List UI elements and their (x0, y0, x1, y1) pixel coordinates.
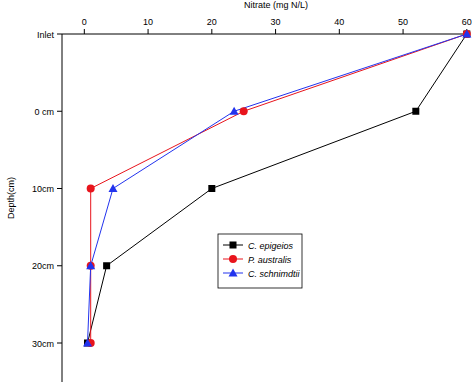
data-point (462, 30, 471, 38)
legend-marker (229, 269, 238, 277)
legend-label: P. australis (248, 255, 292, 265)
y-tick (57, 265, 62, 266)
x-tick (148, 29, 149, 34)
legend-box (218, 234, 302, 288)
y-tick-label: 0 cm (34, 107, 54, 117)
y-axis-title: Depth(cm) (6, 177, 16, 219)
y-tick-label: Inlet (37, 30, 55, 40)
x-tick (275, 29, 276, 34)
y-tick-label: 30cm (32, 339, 54, 349)
series-line (91, 34, 467, 343)
x-tick-label: 40 (334, 17, 344, 27)
legend: C. epigeios P. australis C. schnimdtii (218, 234, 302, 288)
data-point (463, 31, 470, 38)
series-line (88, 34, 467, 343)
x-tick (403, 29, 404, 34)
x-tick (84, 29, 85, 34)
y-tick (57, 343, 62, 344)
y-tick (57, 34, 62, 35)
legend-label: C. epigeios (248, 241, 294, 251)
data-point (87, 185, 95, 193)
x-axis-title: Nitrate (mg N/L) (244, 0, 308, 10)
data-point (208, 185, 215, 192)
data-point (86, 261, 95, 269)
x-tick-label: 0 (82, 17, 87, 27)
x-tick-label: 10 (143, 17, 153, 27)
x-tick-label: 60 (462, 17, 472, 27)
x-tick (339, 29, 340, 34)
y-tick (57, 111, 62, 112)
x-axis-line (62, 34, 470, 35)
y-tick (57, 188, 62, 189)
y-axis-line (62, 34, 63, 382)
legend-marker (230, 242, 237, 249)
data-point (463, 30, 471, 38)
series-line (88, 34, 467, 343)
y-tick-label: 20cm (32, 261, 54, 271)
data-point (87, 262, 95, 270)
chart-svg: 0 10 20 30 40 50 60 Nitrate (mg N/L) Inlet 0 cm 10… (0, 0, 474, 382)
x-tick-label: 30 (271, 17, 281, 27)
x-tick (211, 29, 212, 34)
data-point (83, 339, 92, 347)
data-point (103, 262, 110, 269)
x-tick-label: 20 (207, 17, 217, 27)
plot-area (83, 30, 471, 348)
y-tick-label: 10cm (32, 184, 54, 194)
data-point (240, 107, 248, 115)
x-tick-label: 50 (398, 17, 408, 27)
data-point (230, 107, 239, 115)
chart-container: 0 10 20 30 40 50 60 Nitrate (mg N/L) Inlet 0 cm 10… (0, 0, 474, 382)
legend-label: C. schnimdtii (248, 269, 301, 279)
legend-marker (229, 255, 237, 263)
data-point (412, 108, 419, 115)
data-point (109, 184, 118, 192)
